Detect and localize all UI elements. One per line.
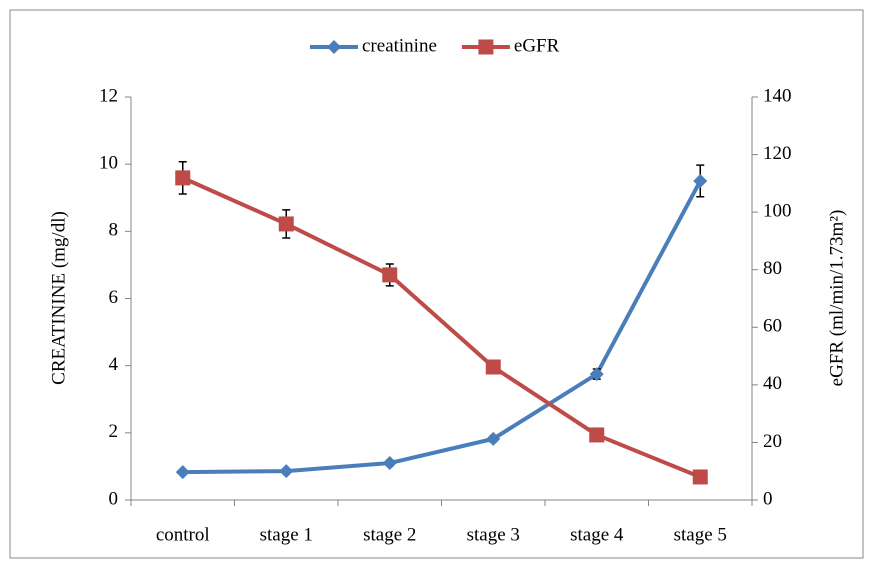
y2-tick-label: 80 (763, 258, 782, 279)
data-point (692, 469, 708, 485)
series-line (182, 180, 703, 475)
data-point (486, 431, 501, 446)
legend-marker (478, 39, 494, 55)
x-tick-label: stage 1 (260, 524, 313, 545)
y-tick-label: 10 (99, 153, 118, 174)
chart-frame (9, 9, 864, 559)
y2-tick-label: 40 (763, 373, 782, 394)
y2-tick-label: 140 (763, 85, 792, 106)
x-tick-label: stage 5 (674, 524, 727, 545)
data-point (382, 267, 398, 283)
legend-marker (327, 40, 341, 54)
x-tick-label: stage 4 (570, 524, 624, 545)
data-point (589, 427, 605, 443)
legend-label: eGFR (514, 35, 560, 56)
data-point (278, 216, 294, 232)
y-tick-label: 8 (109, 220, 119, 241)
data-point (175, 465, 190, 480)
data-point (382, 456, 397, 471)
y2-tick-label: 120 (763, 143, 792, 164)
data-point (589, 367, 604, 382)
x-tick-label: control (156, 524, 210, 545)
y-tick-label: 2 (109, 421, 119, 442)
data-point (175, 170, 191, 186)
data-point (279, 464, 294, 479)
y-axis-label: CREATININE (mg/dl) (48, 211, 69, 385)
y2-tick-label: 0 (763, 488, 773, 509)
x-tick-label: stage 3 (467, 524, 520, 545)
legend-label: creatinine (362, 35, 437, 56)
y2-tick-label: 60 (763, 316, 782, 337)
y-tick-label: 12 (99, 85, 118, 106)
y-tick-label: 4 (109, 354, 119, 375)
y-tick-label: 0 (109, 488, 119, 509)
y2-tick-label: 100 (763, 201, 792, 222)
data-point (693, 173, 708, 188)
series-line (181, 176, 702, 479)
x-tick-label: stage 2 (363, 524, 416, 545)
y2-tick-label: 20 (763, 431, 782, 452)
y-tick-label: 6 (109, 287, 119, 308)
y2-axis-label: eGFR (ml/min/1.73m²) (826, 210, 847, 387)
data-point (485, 359, 501, 375)
